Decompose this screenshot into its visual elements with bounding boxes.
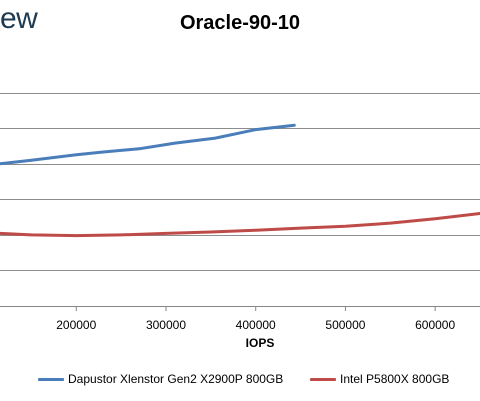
x-axis-label: IOPS: [245, 336, 275, 350]
legend-swatch-dapustor: [38, 377, 64, 381]
series-line-intel: [0, 212, 480, 238]
legend-item-intel: Intel P5800X 800GB: [310, 372, 449, 386]
series-line-dapustor: [0, 123, 296, 166]
x-tick-label: 600000: [415, 318, 455, 332]
legend-label-intel: Intel P5800X 800GB: [340, 372, 450, 386]
chart-title: Oracle-90-10: [179, 12, 301, 34]
legend: Dapustor Xlenstor Gen2 X2900P 800GB Inte…: [0, 372, 480, 390]
gridlines: [0, 93, 480, 307]
x-tick-label: 400000: [236, 318, 276, 332]
watermark-text: ew: [0, 2, 38, 35]
legend-label-dapustor: Dapustor Xlenstor Gen2 X2900P 800GB: [68, 372, 284, 386]
legend-item-dapustor: Dapustor Xlenstor Gen2 X2900P 800GB: [38, 372, 283, 386]
legend-swatch-intel: [310, 377, 336, 381]
x-tick-label: 500000: [325, 318, 365, 332]
x-tick-label: 300000: [146, 318, 186, 332]
series-lines: [0, 123, 480, 238]
x-axis-ticks: 200000 300000 400000 500000 600000: [56, 306, 455, 332]
x-tick-label: 200000: [56, 318, 96, 332]
